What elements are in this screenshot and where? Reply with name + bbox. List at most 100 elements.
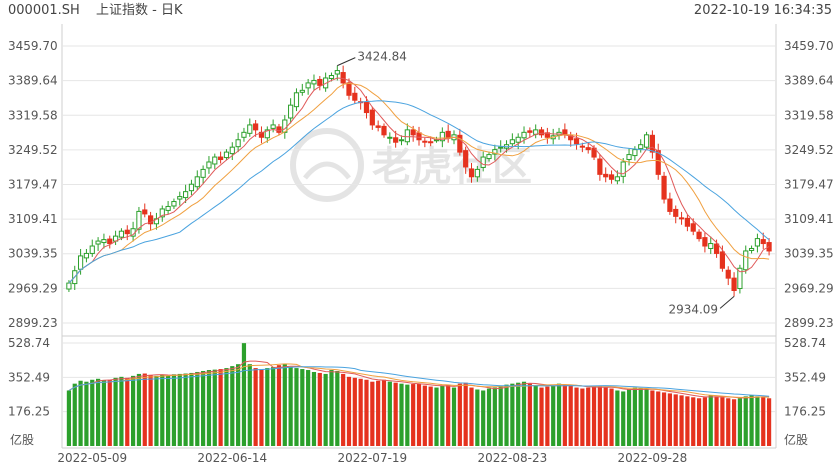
candle-body xyxy=(404,129,410,143)
candle-body xyxy=(754,238,761,247)
volume-tick-label: 176.25 xyxy=(784,405,826,419)
x-tick-label: 2022-07-19 xyxy=(337,451,407,465)
candle-body xyxy=(101,239,107,244)
volume-ma20-line xyxy=(68,366,770,397)
volume-bar xyxy=(416,383,422,446)
volume-unit-left: 亿股 xyxy=(10,432,34,447)
candle-body xyxy=(748,247,755,251)
candle-body xyxy=(614,176,620,182)
candle-body xyxy=(363,101,370,114)
candle-body xyxy=(527,130,533,133)
volume-bar xyxy=(101,380,107,446)
volume-bar xyxy=(136,373,142,446)
volume-bar xyxy=(685,396,690,446)
volume-bar xyxy=(708,395,713,446)
volume-bar xyxy=(364,379,369,446)
candle-body xyxy=(340,72,346,84)
volume-bar xyxy=(282,364,287,446)
ma5-line xyxy=(68,77,770,284)
volume-bar xyxy=(597,386,602,446)
candle-body xyxy=(200,168,206,178)
volume-bar xyxy=(288,367,293,446)
candle-body xyxy=(264,129,270,139)
volume-bar xyxy=(376,380,381,446)
price-tick-label: 2899.23 xyxy=(784,316,834,330)
volume-bar xyxy=(66,390,72,446)
volume-bar xyxy=(201,371,206,446)
candle-body xyxy=(66,282,72,290)
volume-bar xyxy=(166,375,171,446)
volume-bar xyxy=(399,383,404,446)
candle-body xyxy=(89,245,95,254)
candle-body xyxy=(375,125,381,128)
price-tick-label: 3389.64 xyxy=(784,74,834,88)
candle-body xyxy=(661,175,667,200)
volume-bar xyxy=(463,382,468,446)
volume-bar xyxy=(586,387,591,446)
volume-bar xyxy=(148,374,153,446)
volume-bar xyxy=(294,368,299,446)
candle-body xyxy=(416,132,422,141)
volume-bar xyxy=(323,373,328,446)
candle-body xyxy=(288,104,294,119)
candle-body xyxy=(83,252,90,259)
volume-bar xyxy=(720,397,725,446)
candle-body xyxy=(218,156,224,161)
candle-body xyxy=(678,217,685,220)
volume-bar xyxy=(539,387,544,446)
volume-bar xyxy=(603,387,608,446)
volume-bar xyxy=(276,365,282,446)
candle-body xyxy=(667,198,673,212)
candle-body xyxy=(696,231,702,240)
volume-bar xyxy=(206,370,212,446)
candle-body xyxy=(457,134,463,153)
candle-body xyxy=(235,139,241,148)
candle-body xyxy=(684,217,690,227)
volume-bar xyxy=(241,343,247,446)
timestamp: 2022-10-19 16:34:35 xyxy=(694,3,832,18)
volume-bar xyxy=(107,379,112,446)
volume-left-tick-labels: 528.74 352.49 176.25 xyxy=(8,336,50,419)
volume-bar xyxy=(218,369,223,446)
candle-body xyxy=(77,255,84,270)
volume-bar xyxy=(317,372,322,446)
candle-body xyxy=(579,145,585,148)
volume-bar xyxy=(521,381,527,446)
volume-bar xyxy=(177,373,182,446)
price-tick-label: 3179.47 xyxy=(784,177,834,191)
candle-body xyxy=(743,250,749,271)
annotations: 3424.84 2934.09 xyxy=(337,50,735,316)
candle-body xyxy=(585,147,591,151)
candle-body xyxy=(463,150,469,168)
volume-bar xyxy=(556,383,562,446)
candle-body xyxy=(719,251,726,269)
candle-body xyxy=(649,134,655,153)
price-grid xyxy=(62,45,776,324)
ma10-line xyxy=(68,82,770,284)
candle-body xyxy=(603,173,609,178)
volume-bar xyxy=(498,385,503,446)
volume-bar xyxy=(574,387,579,446)
candle-body xyxy=(107,238,113,245)
price-left-tick-labels: 3459.70 3389.64 3319.58 3249.52 3179.47 3109.… xyxy=(8,39,58,330)
volume-bar xyxy=(95,378,101,446)
candle-body xyxy=(498,146,504,149)
volume-bar xyxy=(142,373,147,446)
volume-bar xyxy=(329,370,334,446)
volume-bar xyxy=(492,387,497,446)
volume-bar xyxy=(527,383,532,446)
candle-body xyxy=(177,196,183,200)
volume-bar xyxy=(358,378,363,446)
volume-tick-label: 528.74 xyxy=(784,336,826,350)
volume-bar xyxy=(726,398,731,446)
candle-body xyxy=(95,240,101,245)
price-tick-label: 3319.58 xyxy=(784,108,834,122)
volume-bar xyxy=(696,398,702,446)
volume-bar xyxy=(440,385,445,446)
volume-bar xyxy=(411,384,416,446)
volume-bar xyxy=(533,385,538,446)
candle-body xyxy=(521,131,527,139)
candle-body xyxy=(737,267,743,290)
ma20-line xyxy=(68,100,770,284)
